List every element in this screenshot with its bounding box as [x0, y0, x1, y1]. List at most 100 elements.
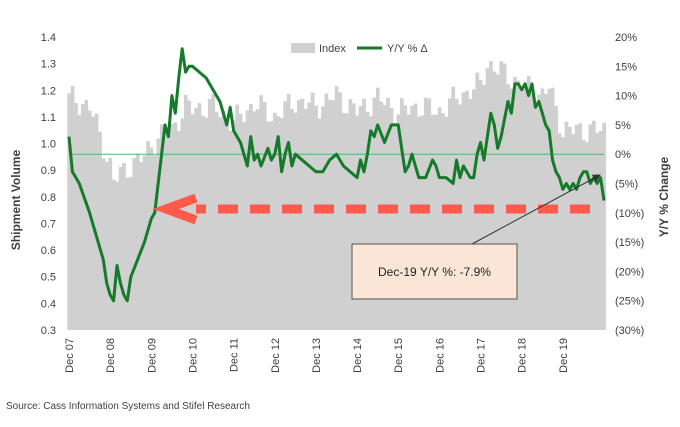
- index-bar: [81, 104, 85, 330]
- legend-yoy-label: Y/Y % Δ: [387, 43, 428, 55]
- index-bar: [225, 118, 229, 330]
- index-bar: [300, 98, 305, 330]
- index-bar: [207, 98, 212, 331]
- index-bar: [417, 116, 421, 330]
- index-bar: [269, 121, 274, 330]
- index-bar: [303, 108, 308, 330]
- index-bar: [163, 132, 168, 330]
- index-bar: [310, 92, 315, 331]
- index-bar: [413, 103, 418, 331]
- left-tick-label: 1.1: [41, 112, 56, 124]
- index-bar: [221, 110, 226, 330]
- yoy-line-series: [67, 47, 606, 303]
- index-bar: [166, 135, 171, 330]
- dashed-arrow-head: [152, 193, 198, 225]
- index-bar: [348, 99, 353, 331]
- left-tick-label: 1.4: [41, 32, 56, 44]
- index-bar: [74, 103, 78, 330]
- index-bar: [290, 109, 294, 330]
- index-bar: [581, 139, 586, 330]
- index-bar: [437, 107, 442, 330]
- right-tick-label: (30%): [615, 325, 644, 337]
- index-bar: [602, 122, 607, 330]
- x-tick-label: Dec 11: [229, 338, 241, 372]
- index-bar: [386, 97, 390, 330]
- index-bar: [454, 99, 459, 330]
- x-tick-label: Dec 14: [352, 338, 364, 373]
- index-bar: [84, 99, 89, 330]
- index-bar: [585, 142, 589, 330]
- index-bar: [485, 67, 490, 330]
- left-tick-label: 0.3: [41, 325, 56, 337]
- index-bar: [489, 61, 493, 331]
- left-tick-label: 0.9: [41, 165, 56, 177]
- right-tick-label: (20%): [615, 266, 644, 278]
- index-bar: [293, 112, 298, 330]
- index-bar: [427, 98, 432, 330]
- index-bar: [430, 114, 435, 330]
- index-bar: [557, 133, 562, 330]
- index-bar: [341, 112, 346, 331]
- right-tick-label: (5%): [615, 179, 638, 191]
- index-bar: [399, 98, 404, 331]
- index-bar: [214, 111, 219, 330]
- x-axis-ticks: Dec 07 Dec 08 Dec 09 Dec 10 Dec 11 Dec 12 Dec …: [64, 338, 570, 373]
- index-bar: [111, 179, 116, 330]
- index-bar: [156, 138, 161, 330]
- index-bar: [554, 105, 558, 330]
- left-tick-label: 0.7: [41, 218, 56, 230]
- callout-pointer: [471, 174, 601, 245]
- legend-index-swatch: [291, 43, 315, 53]
- index-bar: [358, 105, 363, 330]
- index-bar: [393, 123, 397, 331]
- index-bar: [105, 161, 109, 330]
- index-bar: [70, 86, 75, 330]
- x-tick-label: Dec 15: [393, 338, 405, 373]
- index-bar: [317, 118, 322, 330]
- index-bar: [173, 122, 178, 331]
- index-bar: [588, 124, 593, 330]
- index-bar: [125, 177, 130, 330]
- right-tick-label: 15%: [615, 61, 637, 73]
- right-tick-label: (25%): [615, 296, 644, 308]
- index-bar: [567, 126, 572, 330]
- x-tick-label: Dec 07: [64, 338, 76, 373]
- index-bar: [465, 90, 469, 331]
- x-tick-label: Dec 13: [311, 338, 323, 373]
- right-tick-label: 10%: [615, 91, 637, 103]
- index-bar: [372, 97, 377, 331]
- index-bar: [266, 121, 270, 330]
- index-bar: [218, 117, 222, 331]
- index-bar: [499, 61, 504, 330]
- x-tick-label: Dec 16: [434, 338, 446, 373]
- index-bar: [492, 71, 497, 331]
- index-bar: [321, 106, 325, 331]
- left-tick-label: 1.2: [41, 85, 56, 97]
- index-bars: [67, 61, 607, 331]
- index-bar: [468, 99, 473, 331]
- left-tick-label: 0.5: [41, 272, 56, 284]
- right-tick-label: 0%: [615, 149, 631, 161]
- index-bar: [245, 110, 250, 330]
- index-bar: [201, 115, 205, 331]
- right-tick-label: 20%: [615, 32, 637, 44]
- x-tick-label: Dec 08: [105, 338, 117, 373]
- index-bar: [382, 105, 387, 330]
- index-bar: [513, 76, 517, 330]
- index-bar: [410, 105, 414, 330]
- callout: Dec-19 Y/Y %: -7.9%: [351, 174, 601, 300]
- index-bar: [115, 181, 120, 330]
- right-tick-label: (10%): [615, 208, 644, 220]
- source-note: Source: Cass Information Systems and Sti…: [6, 401, 250, 412]
- index-bar: [159, 124, 164, 330]
- index-bar: [495, 74, 500, 330]
- index-bar: [471, 89, 476, 330]
- index-bar: [197, 103, 202, 330]
- x-tick-label: Dec 19: [558, 338, 570, 373]
- index-bar: [403, 105, 408, 331]
- right-axis-ticks: 20% 15% 10% 5% 0% (5%) (10%) (15%) (20%) (25%) (30…: [615, 32, 644, 337]
- index-bar: [211, 93, 216, 331]
- index-bar: [461, 92, 466, 330]
- x-tick-label: Dec 18: [517, 338, 529, 373]
